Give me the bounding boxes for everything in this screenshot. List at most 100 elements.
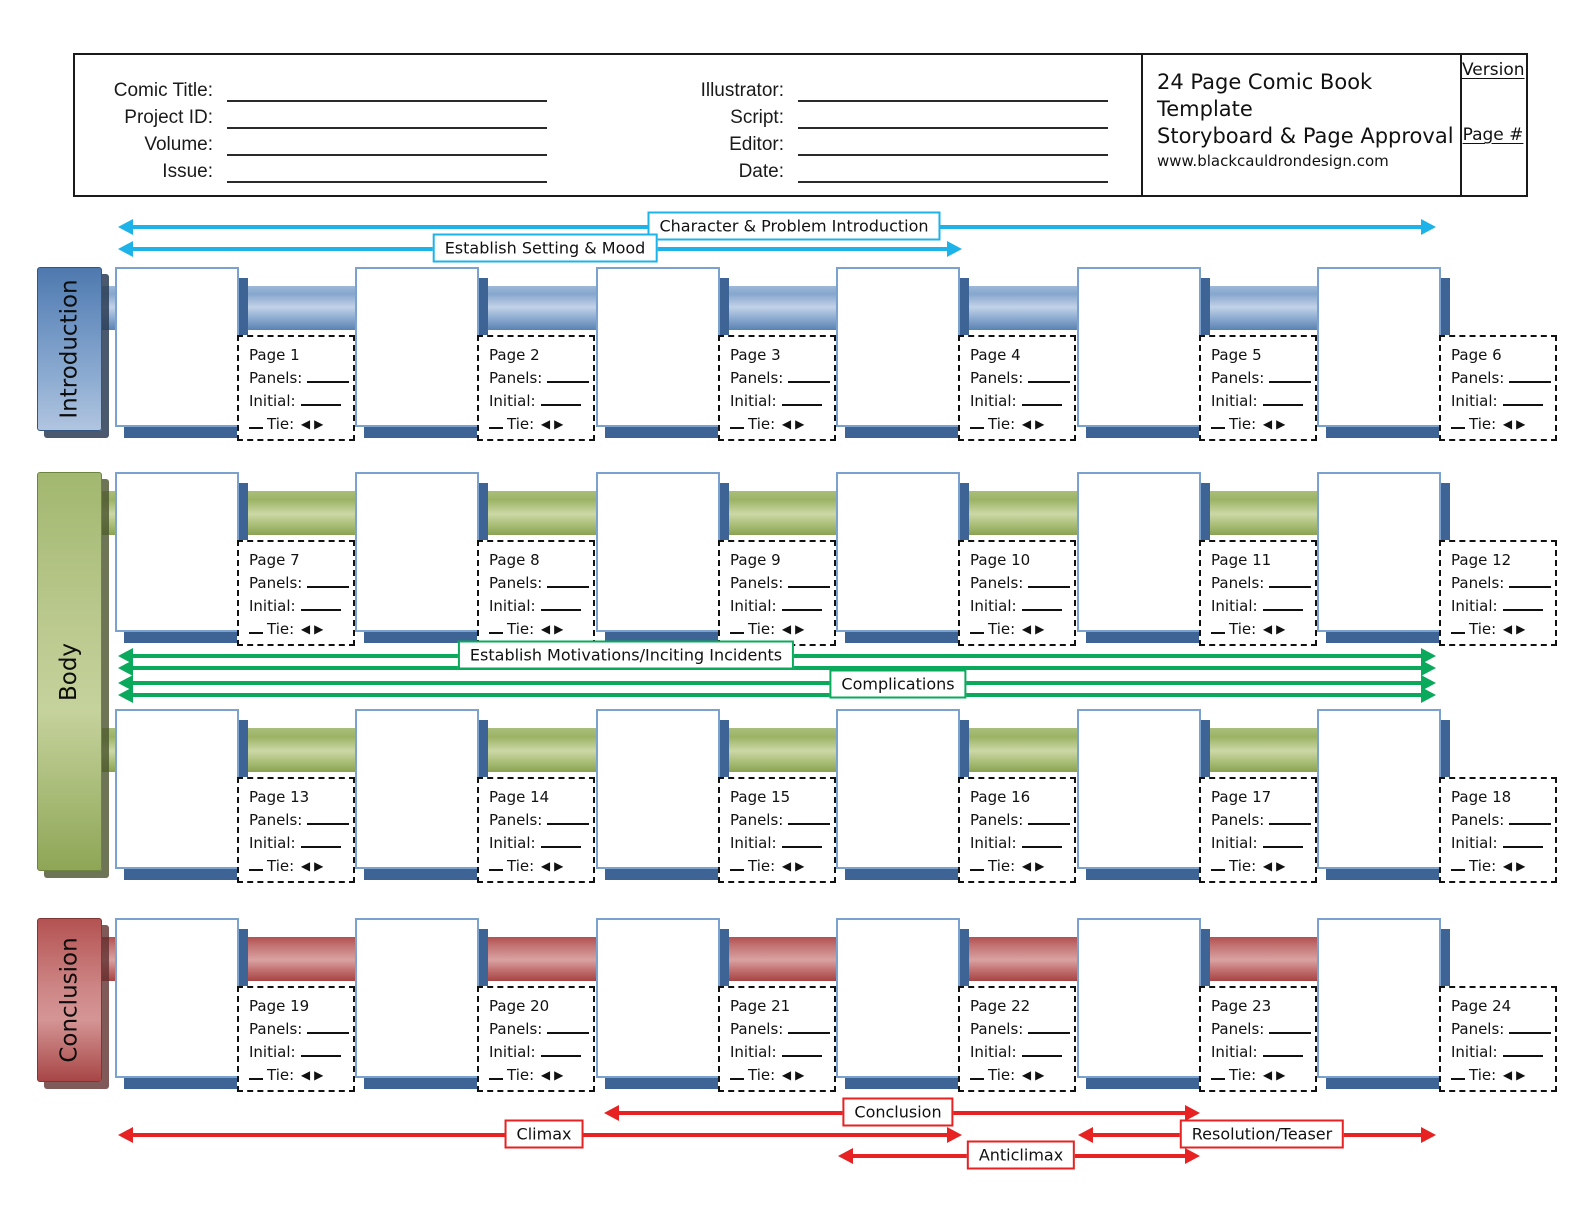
panels-field[interactable] [788, 573, 831, 588]
panels-field[interactable] [1509, 1019, 1552, 1034]
script-field[interactable] [798, 106, 1108, 129]
tie-previous-icon[interactable]: ◀ [1021, 1068, 1032, 1082]
panels-field[interactable] [1509, 573, 1552, 588]
tie-field[interactable] [489, 1065, 503, 1080]
comic-title-field[interactable] [227, 79, 547, 102]
panels-field[interactable] [547, 1019, 590, 1034]
panels-field[interactable] [307, 1019, 350, 1034]
tie-previous-icon[interactable]: ◀ [781, 417, 792, 431]
project-id-field[interactable] [227, 106, 547, 129]
tie-previous-icon[interactable]: ◀ [540, 1068, 551, 1082]
tie-previous-icon[interactable]: ◀ [1502, 417, 1513, 431]
tie-field[interactable] [249, 856, 263, 871]
tie-next-icon[interactable]: ▶ [314, 1068, 324, 1082]
tie-next-icon[interactable]: ▶ [795, 859, 805, 873]
initial-field[interactable] [1021, 391, 1062, 406]
initial-field[interactable] [1262, 596, 1303, 611]
tie-previous-icon[interactable]: ◀ [300, 622, 311, 636]
tie-previous-icon[interactable]: ◀ [1262, 417, 1273, 431]
initial-field[interactable] [300, 1042, 341, 1057]
tie-field[interactable] [1451, 414, 1465, 429]
tie-field[interactable] [730, 1065, 744, 1080]
panels-field[interactable] [1269, 368, 1312, 383]
panels-field[interactable] [547, 810, 590, 825]
tie-field[interactable] [1211, 1065, 1225, 1080]
tie-field[interactable] [1451, 1065, 1465, 1080]
initial-field[interactable] [1021, 833, 1062, 848]
panels-field[interactable] [788, 810, 831, 825]
panels-field[interactable] [1028, 573, 1071, 588]
illustrator-field[interactable] [798, 79, 1108, 102]
panels-field[interactable] [1028, 1019, 1071, 1034]
tie-field[interactable] [730, 856, 744, 871]
tie-next-icon[interactable]: ▶ [1516, 417, 1526, 431]
tie-previous-icon[interactable]: ◀ [540, 859, 551, 873]
initial-field[interactable] [781, 391, 822, 406]
tie-previous-icon[interactable]: ◀ [300, 1068, 311, 1082]
tie-field[interactable] [1211, 856, 1225, 871]
initial-field[interactable] [540, 833, 581, 848]
panels-field[interactable] [1509, 368, 1552, 383]
initial-field[interactable] [1502, 391, 1543, 406]
tie-previous-icon[interactable]: ◀ [1502, 1068, 1513, 1082]
initial-field[interactable] [1021, 1042, 1062, 1057]
panels-field[interactable] [1028, 368, 1071, 383]
tie-next-icon[interactable]: ▶ [1035, 859, 1045, 873]
initial-field[interactable] [781, 833, 822, 848]
tie-next-icon[interactable]: ▶ [554, 859, 564, 873]
date-field[interactable] [798, 160, 1108, 183]
editor-field[interactable] [798, 133, 1108, 156]
panels-field[interactable] [547, 368, 590, 383]
tie-next-icon[interactable]: ▶ [1035, 1068, 1045, 1082]
panels-field[interactable] [1028, 810, 1071, 825]
tie-next-icon[interactable]: ▶ [1516, 622, 1526, 636]
panels-field[interactable] [788, 368, 831, 383]
tie-previous-icon[interactable]: ◀ [1021, 859, 1032, 873]
tie-next-icon[interactable]: ▶ [1276, 859, 1286, 873]
panels-field[interactable] [1269, 1019, 1312, 1034]
tie-previous-icon[interactable]: ◀ [540, 622, 551, 636]
tie-previous-icon[interactable]: ◀ [300, 417, 311, 431]
tie-field[interactable] [730, 619, 744, 634]
tie-next-icon[interactable]: ▶ [795, 1068, 805, 1082]
tie-next-icon[interactable]: ▶ [554, 417, 564, 431]
tie-field[interactable] [1451, 856, 1465, 871]
tie-field[interactable] [249, 619, 263, 634]
tie-previous-icon[interactable]: ◀ [1021, 622, 1032, 636]
tie-previous-icon[interactable]: ◀ [781, 1068, 792, 1082]
initial-field[interactable] [1262, 833, 1303, 848]
panels-field[interactable] [1269, 573, 1312, 588]
tie-next-icon[interactable]: ▶ [1035, 622, 1045, 636]
initial-field[interactable] [300, 596, 341, 611]
initial-field[interactable] [540, 391, 581, 406]
tie-next-icon[interactable]: ▶ [1516, 859, 1526, 873]
tie-field[interactable] [489, 619, 503, 634]
panels-field[interactable] [307, 810, 350, 825]
tie-previous-icon[interactable]: ◀ [300, 859, 311, 873]
tie-field[interactable] [489, 414, 503, 429]
tie-previous-icon[interactable]: ◀ [781, 859, 792, 873]
initial-field[interactable] [1262, 391, 1303, 406]
initial-field[interactable] [1502, 1042, 1543, 1057]
initial-field[interactable] [1502, 833, 1543, 848]
tie-field[interactable] [249, 1065, 263, 1080]
panels-field[interactable] [1509, 810, 1552, 825]
tie-field[interactable] [489, 856, 503, 871]
initial-field[interactable] [1262, 1042, 1303, 1057]
tie-field[interactable] [249, 414, 263, 429]
tie-next-icon[interactable]: ▶ [314, 859, 324, 873]
tie-next-icon[interactable]: ▶ [1276, 1068, 1286, 1082]
initial-field[interactable] [300, 833, 341, 848]
tie-next-icon[interactable]: ▶ [795, 622, 805, 636]
tie-previous-icon[interactable]: ◀ [1262, 622, 1273, 636]
tie-next-icon[interactable]: ▶ [1516, 1068, 1526, 1082]
tie-next-icon[interactable]: ▶ [314, 417, 324, 431]
panels-field[interactable] [307, 573, 350, 588]
panels-field[interactable] [547, 573, 590, 588]
panels-field[interactable] [307, 368, 350, 383]
initial-field[interactable] [300, 391, 341, 406]
panels-field[interactable] [1269, 810, 1312, 825]
initial-field[interactable] [540, 1042, 581, 1057]
tie-field[interactable] [730, 414, 744, 429]
tie-field[interactable] [1211, 414, 1225, 429]
